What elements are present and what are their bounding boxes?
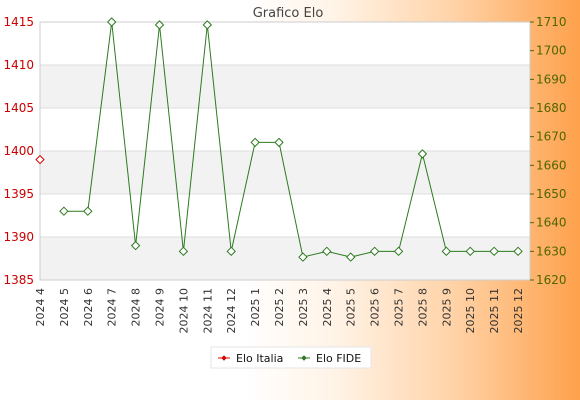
left-tick-label: 1400 (3, 144, 34, 158)
data-point (178, 246, 189, 257)
data-point (489, 246, 499, 257)
x-tick-label: 2024 10 (177, 288, 190, 334)
right-tick-label: 1690 (536, 72, 567, 86)
x-tick-label: 2025 5 (345, 288, 358, 327)
legend-marker (301, 355, 307, 361)
data-point (106, 17, 117, 27)
data-point (83, 206, 93, 216)
x-tick-label: 2024 7 (106, 288, 119, 327)
x-tick-label: 2025 4 (321, 288, 334, 327)
data-point (417, 149, 428, 159)
left-tick-label: 1385 (3, 273, 34, 287)
legend-marker (221, 355, 227, 361)
data-point (202, 20, 213, 30)
left-tick-label: 1395 (3, 187, 34, 201)
legend-label: Elo Italia (236, 352, 283, 365)
data-point (274, 137, 284, 148)
data-point (154, 20, 165, 30)
x-axis: 2024 4 2024 5 2024 6 2024 7 2024 8 2024 9 2024… (34, 288, 525, 334)
data-point (250, 137, 260, 148)
series-line (63, 21, 519, 258)
x-tick-label: 2024 8 (130, 288, 143, 327)
x-tick-label: 2025 9 (440, 288, 453, 327)
right-tick-label: 1670 (536, 130, 567, 144)
right-tick-label: 1620 (536, 273, 567, 287)
left-axis: 1385 1390 1395 1400 1405 1410 1415 (3, 15, 34, 287)
legend-label: Elo FIDE (316, 352, 361, 365)
plot-band (40, 194, 530, 237)
data-point (130, 240, 141, 251)
right-tick-label: 1680 (536, 101, 567, 115)
right-axis: 1620 1630 1640 1650 1660 1670 1680 1690 1700 1710 (530, 15, 567, 287)
plot-band (40, 65, 530, 108)
left-tick-label: 1405 (3, 101, 34, 115)
x-tick-label: 2024 5 (58, 288, 71, 327)
data-point (441, 246, 452, 257)
x-tick-label: 2025 6 (369, 288, 382, 327)
data-point (393, 246, 404, 257)
x-tick-label: 2025 7 (393, 288, 406, 327)
data-point (59, 206, 69, 216)
right-tick-label: 1630 (536, 244, 567, 258)
data-point (226, 246, 236, 257)
legend: Elo Italia Elo FIDE (210, 346, 372, 369)
right-tick-label: 1650 (536, 187, 567, 201)
left-tick-label: 1415 (3, 15, 34, 29)
right-tick-label: 1700 (536, 44, 567, 58)
data-point (322, 246, 332, 257)
x-tick-label: 2024 11 (201, 288, 214, 334)
chart-title: Grafico Elo (253, 6, 324, 21)
series-layer (35, 17, 523, 262)
x-tick-label: 2025 10 (464, 288, 477, 334)
x-tick-label: 2024 4 (34, 288, 47, 327)
plot-band (40, 108, 530, 151)
right-tick-label: 1660 (536, 158, 567, 172)
right-tick-label: 1710 (536, 15, 567, 29)
data-point (369, 246, 380, 257)
legend-box (210, 346, 372, 369)
data-point (465, 246, 475, 257)
plot-background (39, 21, 531, 281)
left-tick-label: 1410 (3, 58, 34, 72)
plot-border (39, 21, 531, 281)
data-point (346, 252, 356, 262)
data-point (513, 246, 523, 257)
x-tick-label: 2024 9 (154, 288, 167, 327)
plot-band (40, 22, 530, 65)
x-tick-label: 2025 8 (416, 288, 429, 327)
data-point (35, 154, 45, 165)
x-tick-label: 2024 12 (225, 288, 238, 334)
data-point (298, 252, 308, 262)
x-tick-label: 2025 2 (273, 288, 286, 327)
x-tick-label: 2025 12 (512, 288, 525, 334)
plot-band (40, 237, 530, 280)
left-tick-label: 1390 (3, 230, 34, 244)
x-tick-label: 2024 6 (82, 288, 95, 327)
x-tick-label: 2025 3 (297, 288, 310, 327)
x-tick-label: 2025 1 (249, 288, 262, 327)
x-tick-label: 2025 11 (488, 288, 501, 334)
right-tick-label: 1640 (536, 216, 567, 230)
